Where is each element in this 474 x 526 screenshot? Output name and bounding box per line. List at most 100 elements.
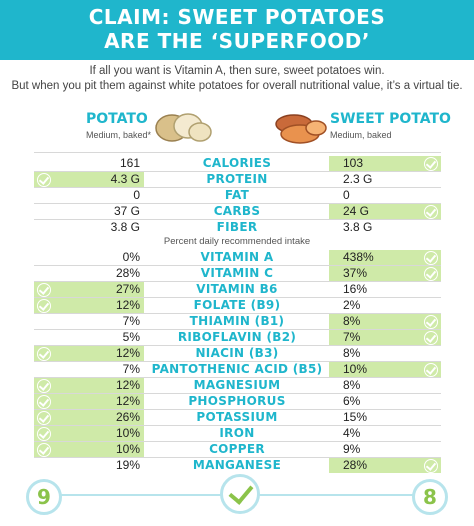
sweet-potato-value-cell: 8% [329,346,441,361]
nutrient-label: IRON [219,426,255,440]
sweet-potato-value-cell: 7% [329,330,441,345]
table-row: 12% FOLATE (B9) 2% [0,298,474,314]
row-divider [34,377,441,378]
potato-value-cell: 4.3 G [34,172,144,187]
nutrient-label: VITAMIN B6 [196,282,278,296]
table-row: 4.3 G PROTEIN 2.3 G [0,172,474,188]
nutrient-label: THIAMIN (B1) [189,314,285,328]
row-divider [34,281,441,282]
row-divider [34,297,441,298]
potato-value: 5% [122,330,140,344]
potato-value-cell: 5% [34,330,144,345]
potato-value: 26% [115,410,140,424]
check-icon [37,299,51,313]
row-divider [34,265,441,266]
sweet-potato-value-cell: 15% [329,410,441,425]
table-row: 5% RIBOFLAVIN (B2) 7% [0,330,474,346]
nutrient-label: COPPER [209,442,265,456]
sweet-potato-value-cell: 16% [329,282,441,297]
potato-value: 12% [115,298,140,312]
nutrient-label: POTASSIUM [196,410,278,424]
row-divider [34,361,441,362]
sweet-potato-value: 3.8 G [343,220,373,234]
sweet-potato-value: 15% [343,410,368,424]
potato-value: 161 [119,156,140,170]
sweet-potato-value-cell: 2.3 G [329,172,441,187]
potato-value-cell: 27% [34,282,144,297]
table-row: 19% MANGANESE 28% [0,458,474,474]
table-row: 0% VITAMIN A 438% [0,250,474,266]
sweet-potato-value: 24 G [343,204,370,218]
nutrient-label: MAGNESIUM [193,378,281,392]
sweet-potato-value: 8% [343,314,361,328]
potato-value-cell: 10% [34,442,144,457]
potato-value-cell: 12% [34,346,144,361]
header-banner: CLAIM: SWEET POTATOES ARE THE ‘SUPERFOOD… [0,0,474,60]
table-row: 0 FAT 0 [0,188,474,204]
nutrient-label: PROTEIN [206,172,268,186]
sweet-potato-value: 16% [343,282,368,296]
header-divider [34,152,441,153]
sweet-potato-value: 0 [343,188,350,202]
table-row: 28% VITAMIN C 37% [0,266,474,282]
check-icon [37,443,51,457]
sweet-potato-title: SWEET POTATO [330,111,451,127]
sweet-potato-value: 37% [343,266,368,280]
table-row: 161 CALORIES 103 [0,156,474,172]
row-divider [34,457,441,458]
potato-value-cell: 28% [34,266,144,281]
row-divider [34,171,441,172]
potato-value: 3.8 G [110,220,140,234]
table-row: 26% POTASSIUM 15% [0,410,474,426]
row-divider [34,393,441,394]
potato-value-cell: 0 [34,188,144,203]
sweet-potato-value: 8% [343,378,361,392]
potato-value: 12% [115,346,140,360]
sweet-potato-value: 7% [343,330,361,344]
row-divider [34,441,441,442]
sweet-potato-value-cell: 28% [329,458,441,473]
check-icon [424,267,438,281]
potato-value: 7% [122,362,140,376]
sweet-potato-subtitle: Medium, baked [330,130,392,140]
potato-value: 10% [115,426,140,440]
potato-value-cell: 12% [34,378,144,393]
potato-value: 19% [115,458,140,472]
row-divider [34,219,441,220]
sweet-potato-value: 103 [343,156,364,170]
check-icon [424,363,438,377]
nutrient-label: PANTOTHENIC ACID (B5) [151,362,323,376]
sweet-potato-value-cell: 3.8 G [329,220,441,235]
potato-value-cell: 10% [34,426,144,441]
table-row: 7% PANTOTHENIC ACID (B5) 10% [0,362,474,378]
nutrient-label: RIBOFLAVIN (B2) [177,330,297,344]
intro-text: If all you want is Vitamin A, then sure,… [0,64,474,94]
headline-line-2: ARE THE ‘SUPERFOOD’ [104,29,370,53]
sweet-potato-value-cell: 4% [329,426,441,441]
potato-value: 0 [133,188,140,202]
potato-value-cell: 7% [34,362,144,377]
table-row: 3.8 G FIBER 3.8 G [0,220,474,236]
check-icon [37,411,51,425]
sweet-potato-value: 4% [343,426,361,440]
percent-daily-label: Percent daily recommended intake [163,236,311,247]
sweet-potato-value-cell: 8% [329,314,441,329]
sweet-potato-value: 2% [343,298,361,312]
check-icon [424,315,438,329]
potato-value: 0% [122,250,140,264]
check-icon [37,283,51,297]
table-row: 10% IRON 4% [0,426,474,442]
sweet-potato-value: 9% [343,442,361,456]
intro-line-2: But when you pit them against white pota… [11,80,463,92]
potato-value: 7% [122,314,140,328]
nutrient-label: MANGANESE [192,458,282,472]
potato-title: POTATO [86,111,148,127]
potato-value-cell: 12% [34,298,144,313]
nutrient-label: NIACIN (B3) [195,346,279,360]
potato-value: 12% [115,378,140,392]
sweet-potato-value: 28% [343,458,368,472]
nutrient-label: CALORIES [202,156,272,170]
row-divider [34,187,441,188]
sweet-potato-value: 10% [343,362,368,376]
potato-illustration [155,113,212,142]
